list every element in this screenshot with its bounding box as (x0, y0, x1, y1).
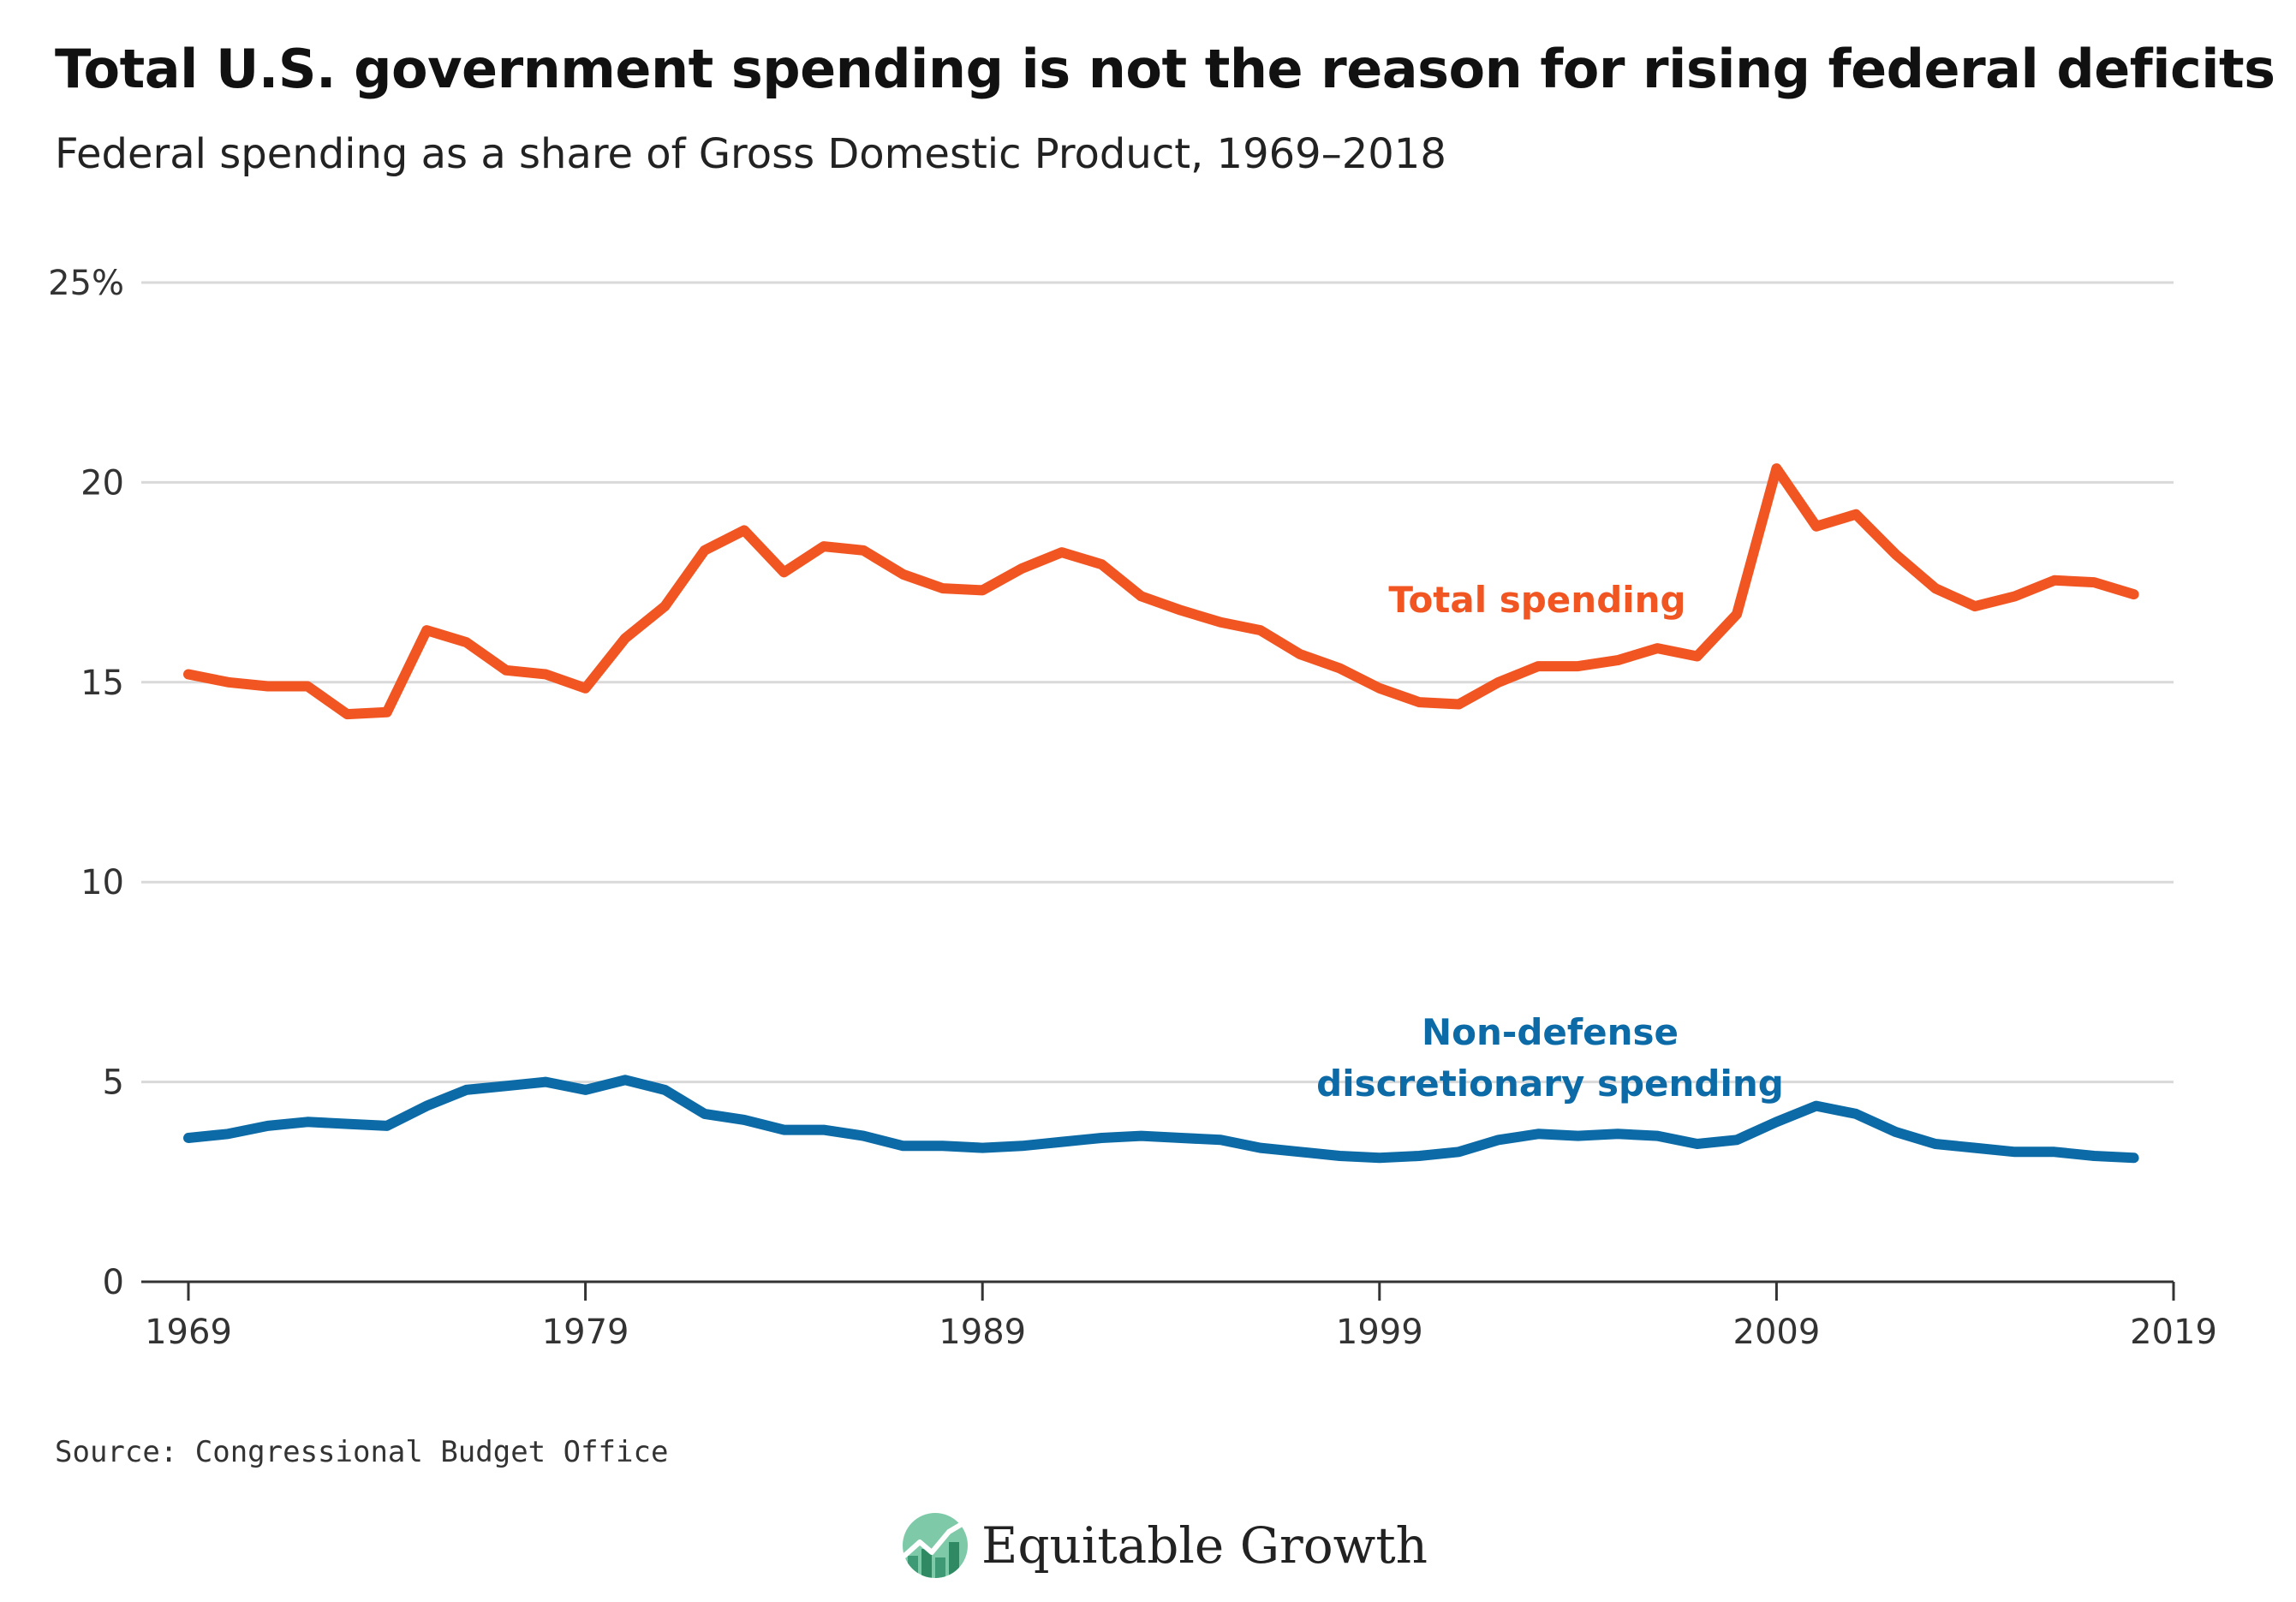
y-tick-label: 20 (81, 463, 124, 503)
series-label-line: discretionary spending (1316, 1063, 1784, 1105)
y-tick-label: 15 (81, 664, 124, 703)
series-label-line: Total spending (1388, 579, 1685, 621)
series-label-1: Non-defense discretionary spending (1316, 1011, 1784, 1105)
x-tick-label: 1999 (1336, 1313, 1423, 1352)
y-axis-tick-labels: 0 5 10 15 20 25% (48, 264, 124, 1302)
series-line-0 (183, 463, 2139, 720)
equitable-growth-logo[interactable]: Equitable Growth (901, 1507, 1428, 1584)
series-line-1 (183, 1075, 2139, 1164)
y-tick-label: 25% (48, 264, 124, 303)
x-axis (141, 1280, 2175, 1301)
equitable-growth-logo-icon (902, 1513, 969, 1578)
y-tick-label: 10 (81, 863, 124, 902)
series-labels: Total spending Non-defense discretionary s… (1316, 579, 1784, 1105)
x-tick-label: 1969 (145, 1313, 232, 1352)
series-label-0: Total spending (1388, 579, 1685, 621)
source-note: Source: Congressional Budget Office (55, 1435, 669, 1469)
x-tick-label: 1979 (542, 1313, 629, 1352)
gridlines (141, 281, 2174, 1084)
y-tick-label: 0 (103, 1263, 124, 1302)
data-series (183, 463, 2139, 1164)
series-label-line: Non-defense (1422, 1011, 1679, 1053)
x-tick-label: 1989 (939, 1313, 1026, 1352)
x-axis-tick-labels: 1969 1979 1989 1999 2009 2019 (145, 1313, 2217, 1352)
chart-subtitle: Federal spending as a share of Gross Dom… (55, 130, 1446, 178)
x-tick-label: 2019 (2130, 1313, 2217, 1352)
y-tick-label: 5 (103, 1063, 124, 1103)
logo-text: Equitable Growth (981, 1516, 1428, 1575)
chart-title: Total U.S. government spending is not th… (55, 38, 2275, 100)
x-tick-label: 2009 (1733, 1313, 1821, 1352)
